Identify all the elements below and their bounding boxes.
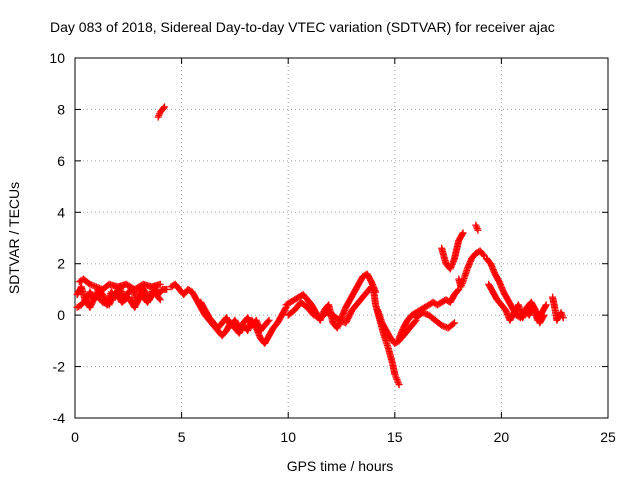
data-point xyxy=(156,296,164,304)
data-point xyxy=(540,311,548,319)
data-point xyxy=(559,314,567,322)
data-point xyxy=(156,280,164,288)
data-points xyxy=(73,103,567,389)
y-tick-label: -4 xyxy=(53,410,66,426)
y-tick-label: 2 xyxy=(57,256,65,272)
data-point xyxy=(541,302,549,310)
data-point xyxy=(411,318,419,326)
data-point xyxy=(161,103,169,111)
data-point xyxy=(459,229,467,237)
chart-title: Day 083 of 2018, Sidereal Day-to-day VTE… xyxy=(50,19,555,35)
data-point xyxy=(542,301,550,309)
data-point xyxy=(539,312,547,320)
data-point xyxy=(163,285,171,293)
data-point xyxy=(449,320,457,328)
data-point xyxy=(450,319,458,327)
y-tick-label: 8 xyxy=(57,101,65,117)
y-tick-label: 0 xyxy=(57,307,65,323)
x-tick-label: 25 xyxy=(600,429,616,445)
x-tick-label: 0 xyxy=(71,429,79,445)
data-point xyxy=(159,104,167,112)
plot-border xyxy=(74,57,609,419)
data-point xyxy=(265,316,273,324)
x-tick-label: 15 xyxy=(387,429,403,445)
x-tick-label: 20 xyxy=(494,429,510,445)
data-point xyxy=(474,226,482,234)
x-tick-label: 5 xyxy=(178,429,186,445)
data-point xyxy=(395,381,403,389)
y-tick-label: -2 xyxy=(53,359,66,375)
data-point xyxy=(454,287,462,295)
data-point xyxy=(264,318,272,326)
y-axis-label: SDTVAR / TECUs xyxy=(6,182,22,294)
data-point xyxy=(155,294,163,302)
data-point xyxy=(458,230,466,238)
y-tick-label: 10 xyxy=(49,50,65,66)
y-tick-label: 4 xyxy=(57,204,65,220)
x-tick-label: 10 xyxy=(280,429,296,445)
axes: 0 5 10 15 20 25 -4 -2 0 2 4 6 8 10 xyxy=(49,50,616,445)
x-axis-label: GPS time / hours xyxy=(287,458,394,474)
y-tick-label: 6 xyxy=(57,153,65,169)
data-point xyxy=(281,305,289,313)
data-point xyxy=(479,251,487,259)
